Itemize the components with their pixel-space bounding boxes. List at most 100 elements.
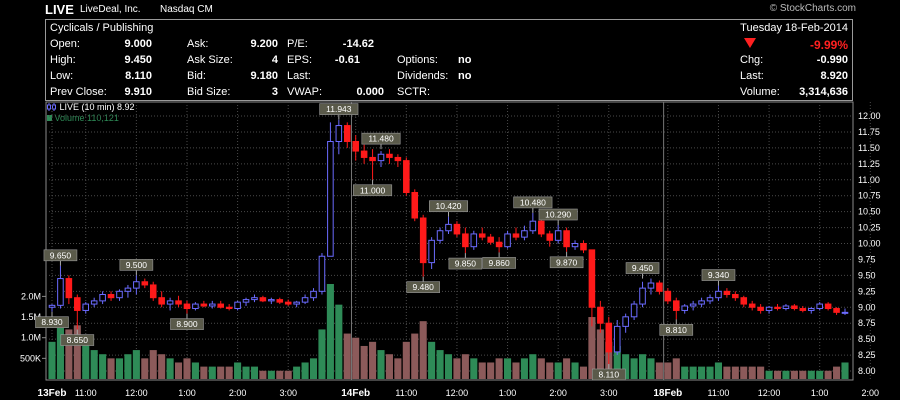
volume-bar [394, 358, 402, 379]
callout-box [659, 324, 694, 336]
candle-body [622, 316, 629, 327]
callout-box [513, 196, 553, 209]
price-tick-label: 8.25 [858, 350, 876, 360]
volume-bar [200, 366, 208, 379]
volume-bar [563, 358, 571, 379]
volume-bar [638, 354, 647, 379]
volume-bar [698, 366, 706, 379]
candle-body [192, 303, 199, 310]
low-label: Low: [50, 70, 74, 82]
candle-body [141, 281, 149, 286]
volume-bar [546, 362, 554, 379]
candle-body [521, 230, 528, 238]
callout-box [549, 256, 584, 269]
callout-box [60, 334, 95, 346]
volume-bar [444, 354, 453, 379]
volume-bar [419, 321, 427, 379]
volume-bar [99, 354, 107, 379]
callout-box [538, 208, 578, 221]
callout-label: 8.110 [598, 369, 619, 379]
callout-box [448, 257, 483, 270]
price-tick-label: 12.00 [858, 111, 881, 121]
volume-bar [73, 325, 81, 379]
candle-body [462, 233, 469, 248]
volume-bar [596, 329, 604, 379]
price-tick-label: 11.75 [858, 127, 880, 137]
price-tick-label: 10.50 [858, 207, 881, 217]
candle-body [352, 141, 359, 152]
candle-body [183, 303, 191, 310]
candle-body [588, 249, 596, 308]
candle-body [133, 281, 140, 289]
volume-bar [833, 366, 841, 379]
candle-body [698, 300, 705, 305]
candle-body [563, 230, 570, 248]
volume-bar [714, 362, 723, 379]
volume-bar [723, 366, 731, 379]
callout-label: 11.480 [368, 134, 394, 144]
volume-label: Volume: [740, 86, 780, 98]
volume-bar [267, 370, 275, 379]
candle-body [149, 284, 157, 299]
volume-bar [242, 366, 250, 379]
volume-bar [335, 304, 343, 379]
volume-bar [681, 366, 689, 379]
callout-label: 11.000 [360, 185, 386, 195]
volume-bar [529, 354, 537, 379]
candle-body [386, 153, 393, 158]
time-tick-label: 11:00 [395, 388, 417, 398]
callout-label: 9.450 [632, 263, 654, 273]
volume-bar [748, 366, 756, 379]
last-label: Last: [287, 70, 311, 82]
vwap-value: 0.000 [356, 86, 384, 98]
candle-body [107, 294, 115, 299]
volume-bar [124, 354, 132, 379]
candle-body [546, 233, 554, 241]
chg-label: Chg: [740, 54, 764, 66]
volume-bar [689, 366, 697, 379]
brand-watermark: © StockCharts.com [769, 3, 856, 14]
price-tick-label: 9.25 [858, 286, 876, 296]
price-tick-label: 9.75 [858, 254, 876, 264]
bid-label: Bid: [187, 70, 206, 82]
volume-bar [790, 370, 798, 379]
candle-body [765, 306, 773, 311]
candle-body [335, 125, 343, 142]
candle-body [470, 233, 478, 248]
candle-body [242, 299, 250, 303]
callout-label: 9.850 [455, 259, 477, 269]
candle-body [605, 322, 613, 353]
quote-date: Tuesday 18-Feb-2014 [740, 22, 848, 34]
candle-body [57, 278, 64, 306]
legend-volume: Volume 110,121 [47, 113, 135, 123]
volume-bar [107, 358, 115, 379]
price-tick-label: 8.75 [858, 318, 876, 328]
candle-body [310, 290, 317, 299]
volume-bar [613, 345, 621, 379]
eps-label: EPS: [287, 54, 313, 66]
price-tick-label: 8.50 [858, 334, 876, 344]
candle-body [512, 233, 520, 238]
volume-bar [579, 366, 588, 379]
candle-body [65, 278, 73, 299]
callout-box [43, 249, 78, 262]
candle-body [217, 303, 225, 308]
volume-bar [782, 370, 790, 379]
volume-bar [369, 341, 377, 379]
candle-body [99, 294, 106, 302]
vwap-label: VWAP: [287, 86, 323, 98]
candle-body [74, 297, 81, 311]
callout-label: 9.650 [50, 250, 72, 260]
volume-bar [352, 337, 360, 379]
candle-body [225, 306, 233, 310]
callout-label: 8.810 [666, 325, 688, 335]
ticker-symbol: LIVE [45, 2, 74, 17]
candle-body [445, 223, 452, 232]
volume-bar [512, 362, 520, 379]
volume-bar [672, 358, 680, 379]
candle-body [757, 306, 764, 311]
prev-close-label: Prev Close: [50, 86, 107, 98]
callout-label: 11.943 [326, 104, 352, 114]
volume-bar [504, 358, 512, 379]
volume-bar [554, 362, 562, 379]
